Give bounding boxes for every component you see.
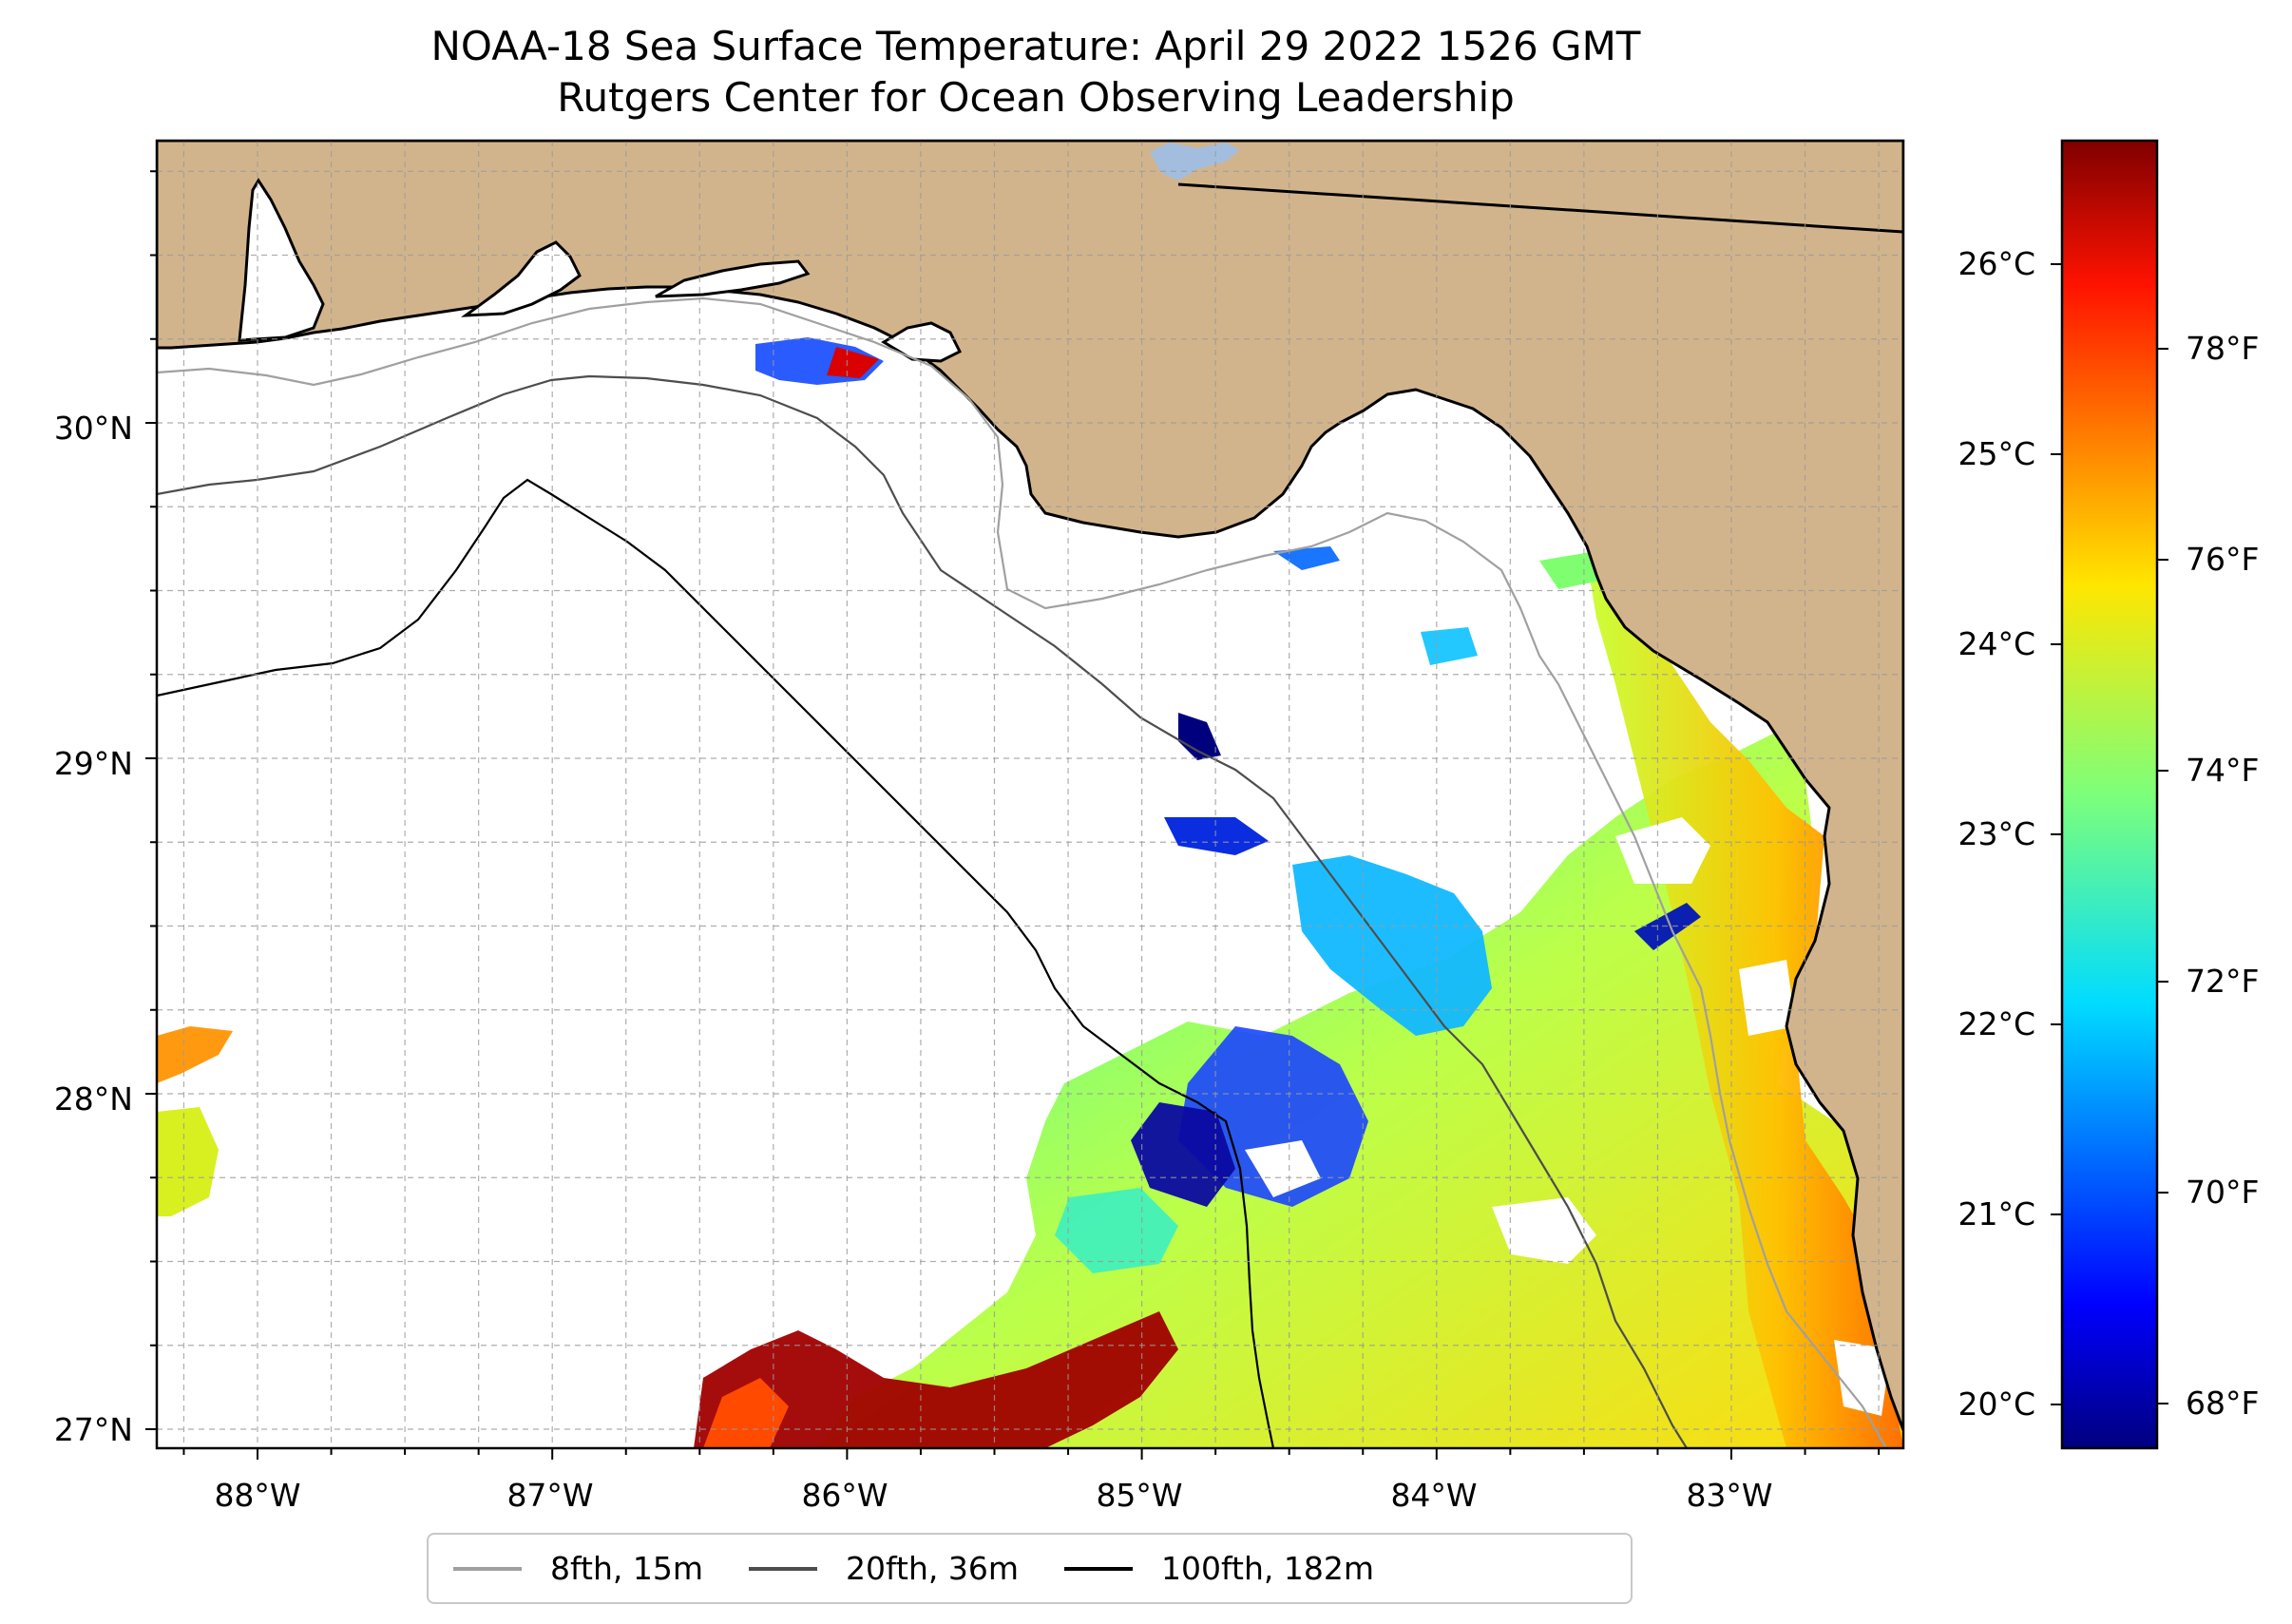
sst-patch-warm-south	[694, 1311, 1178, 1448]
cb-c-21: 21°C	[1958, 1195, 2035, 1232]
cb-c-25: 25°C	[1958, 435, 2035, 472]
longitude-axis: 88°W 87°W 86°W 85°W 84°W 83°W	[214, 1477, 1772, 1514]
sst-patch-small-6	[1539, 551, 1606, 589]
lat-label-29n: 29°N	[54, 745, 133, 782]
state-border	[1177, 182, 1903, 234]
mobile-bay	[238, 178, 325, 342]
lon-label-88w: 88°W	[214, 1477, 300, 1514]
choctawhatchee-bay	[655, 259, 811, 298]
latitude-axis: 30°N 29°N 28°N 27°N	[54, 410, 133, 1448]
colorbar: 26°C 25°C 24°C 23°C 22°C 21°C 20°C 78°F …	[1958, 139, 2259, 1450]
legend-swatch-36m	[749, 1566, 818, 1571]
colorbar-celsius-labels: 26°C 25°C 24°C 23°C 22°C 21°C 20°C	[1958, 245, 2035, 1423]
map-frame	[155, 139, 1905, 1450]
sst-patch-small-4	[1164, 817, 1269, 855]
cb-f-72: 72°F	[2186, 963, 2259, 1000]
cb-c-22: 22°C	[1958, 1005, 2035, 1042]
colorbar-gradient	[2060, 139, 2159, 1450]
cb-f-68: 68°F	[2186, 1385, 2259, 1422]
sst-patch-small-3	[1178, 713, 1221, 760]
pensacola-bay	[461, 240, 582, 317]
legend-item-182m: 100fth, 182m	[1064, 1550, 1374, 1587]
legend: 8fth, 15m 20fth, 36m 100fth, 182m	[427, 1533, 1633, 1604]
cb-f-70: 70°F	[2186, 1174, 2259, 1211]
sst-no-data-holes	[1245, 817, 1891, 1416]
colorbar-fahrenheit-labels: 78°F 76°F 74°F 72°F 70°F 68°F	[2186, 330, 2259, 1422]
legend-label-15m: 8fth, 15m	[550, 1550, 704, 1587]
lon-label-83w: 83°W	[1686, 1477, 1772, 1514]
sst-patch-cool-3	[1055, 1188, 1178, 1273]
lat-label-28n: 28°N	[54, 1080, 133, 1118]
legend-item-36m: 20fth, 36m	[749, 1550, 1019, 1587]
sst-data-patches	[157, 337, 1903, 1448]
cb-c-20: 20°C	[1958, 1385, 2035, 1423]
lon-label-84w: 84°W	[1390, 1477, 1477, 1514]
sst-patch-warm-south-2	[703, 1378, 789, 1448]
sst-patch-panhandle-warm	[827, 347, 879, 378]
lon-label-85w: 85°W	[1096, 1477, 1182, 1514]
contour-36m	[157, 374, 1688, 1448]
sst-patch-west-2	[157, 1107, 219, 1216]
cb-f-76: 76°F	[2186, 541, 2259, 578]
legend-item-15m: 8fth, 15m	[453, 1550, 703, 1587]
map-area	[157, 141, 1903, 1448]
legend-swatch-182m	[1064, 1566, 1134, 1571]
cb-c-23: 23°C	[1958, 815, 2035, 852]
contour-182m	[157, 478, 1275, 1448]
axis-tick-marks	[145, 170, 1881, 1460]
sst-patch-cool-1	[1292, 855, 1492, 1036]
sst-patch-small-2	[1421, 627, 1478, 665]
sst-patch-cold-1	[1131, 1102, 1235, 1207]
chart-subtitle: Rutgers Center for Ocean Observing Leade…	[557, 74, 1515, 121]
cb-c-24: 24°C	[1958, 625, 2035, 662]
graticule	[157, 141, 1903, 1448]
cb-f-74: 74°F	[2186, 752, 2259, 789]
lat-label-27n: 27°N	[54, 1411, 133, 1448]
legend-label-182m: 100fth, 182m	[1161, 1550, 1375, 1587]
contour-15m	[157, 296, 1887, 1448]
cb-f-78: 78°F	[2186, 330, 2259, 367]
lon-label-87w: 87°W	[506, 1477, 593, 1514]
legend-swatch-15m	[453, 1566, 522, 1571]
lon-label-86w: 86°W	[801, 1477, 888, 1514]
cb-c-26: 26°C	[1958, 245, 2035, 282]
lat-label-30n: 30°N	[54, 410, 133, 447]
chart-title: NOAA-18 Sea Surface Temperature: April 2…	[430, 23, 1641, 69]
legend-label-36m: 20fth, 36m	[846, 1550, 1020, 1587]
sst-patch-west-1	[157, 1026, 233, 1083]
sst-patch-small-1	[1273, 546, 1340, 570]
